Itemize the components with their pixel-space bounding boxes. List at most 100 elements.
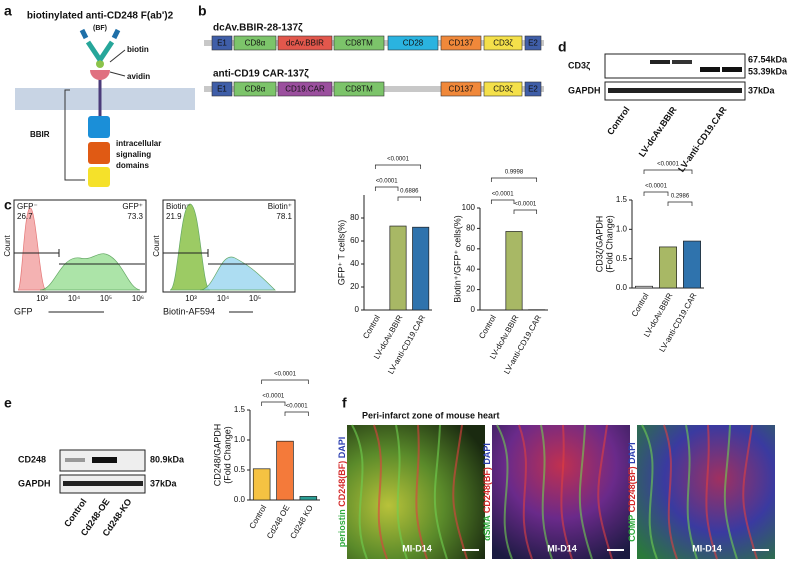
x-tick-label: 10⁶ [132,294,144,303]
segment [440,81,482,97]
segment [277,35,333,51]
tissue-fiber [518,424,533,560]
segment [211,35,233,51]
stain-label: COMP CD248(BF) DAPI [627,442,637,541]
segment-label: CD28 [403,39,424,48]
segment-label: E2 [528,85,538,94]
bracket [374,186,399,191]
segment-label: CD3ζ [493,39,513,48]
y-tick-label: 80 [466,224,475,233]
p-value: 0.9998 [505,170,524,176]
stain: CD248(BF) [627,466,637,515]
x-tick-label: Control [630,291,651,318]
stain: periostin [337,509,347,547]
y-tick-label: 60 [466,244,475,253]
blot-size-label: 37kDa [748,85,776,95]
y-tick-label: 20 [350,282,359,291]
image-tag: MI-D14 [692,543,722,553]
segment [233,35,277,51]
stain: DAPI [482,443,492,467]
blot-frame [604,53,746,79]
stain: DAPI [337,437,347,461]
x-tick-label: 10⁴ [217,294,230,303]
pointer [109,49,126,63]
p-value: <0.0001 [376,179,399,185]
p-value: 0.6886 [400,189,419,195]
antibody-diagram [15,28,195,187]
stain: CD248(BF) [337,461,347,510]
segment-label: E1 [217,85,227,94]
segment-label: E1 [217,39,227,48]
segment [524,35,542,51]
tissue-fiber [540,424,553,560]
axis-label: GFP [14,306,33,316]
a-label: domains [116,161,149,170]
segment-label: CD19.CAR [285,85,325,94]
segment [233,81,277,97]
y-tick-label: 0 [471,305,476,314]
bar [505,231,523,311]
gate-label: Biotin⁺ [268,202,292,211]
axis-label: Count [3,235,12,257]
x-tick-label: 10⁵ [249,294,261,303]
bracket [667,201,693,206]
y-tick-label: 40 [350,259,359,268]
pointer [109,71,126,77]
bar [276,440,294,501]
blot-size-label: 80.9kDa [150,454,185,464]
band [700,67,720,72]
segment-label: E2 [528,39,538,48]
y-axis-label: GFP⁺ T cells(%) [336,220,346,285]
y-tick-label: 1.5 [616,195,628,204]
segment-label: CD8α [245,85,266,94]
histogram [17,207,47,291]
blot-row-label: GAPDH [18,478,51,488]
blot-row-label: GAPDH [568,85,601,95]
segment [387,35,439,51]
p-value: <0.0001 [657,162,680,168]
construct-name: dcAv.BBIR-28-137ζ [213,23,303,34]
image-tag: MI-D14 [402,543,432,553]
tissue-fiber [433,424,448,560]
bracket [261,379,309,384]
y-tick-label: 0 [355,305,360,314]
p-value: <0.0001 [286,404,309,410]
y-tick-label: 100 [462,203,476,212]
band [608,88,742,93]
panel-label: e [4,395,12,411]
y-tick-label: 80 [350,213,359,222]
stain-label: αSMA CD248(BF) DAPI [482,443,492,541]
panel-label: b [198,3,207,19]
x-tick-label: Control [361,313,382,340]
x-tick-label: 10⁴ [68,294,81,303]
histogram [39,253,141,291]
p-value: <0.0001 [514,202,537,208]
segment-label: CD8α [245,39,266,48]
tissue-fiber [723,424,738,560]
bracket [490,199,515,204]
a-label: biotin [127,45,149,54]
tissue-fiber [452,424,468,560]
biotin-shape [96,60,104,68]
panel-label: c [4,197,12,213]
segment [211,81,233,97]
segment-label: CD8TM [345,39,373,48]
segment [483,35,523,51]
gate-label: 26.7 [17,212,33,221]
axis-label: Count [152,235,161,257]
segment-label: CD8TM [345,85,373,94]
gate [14,249,145,265]
domain [88,167,110,187]
bracket [64,89,85,181]
tissue-fiber [373,424,388,560]
fab-tip [79,28,121,40]
stain: αSMA [482,515,492,541]
x-tick-label: Cd248 KO [288,504,314,541]
segment [524,81,542,97]
y-axis-label: CD3ζ/GAPDH [594,216,604,272]
domain [88,116,110,138]
avidin-shape [90,70,110,80]
image-tag: MI-D14 [547,543,577,553]
bracket [397,196,422,201]
